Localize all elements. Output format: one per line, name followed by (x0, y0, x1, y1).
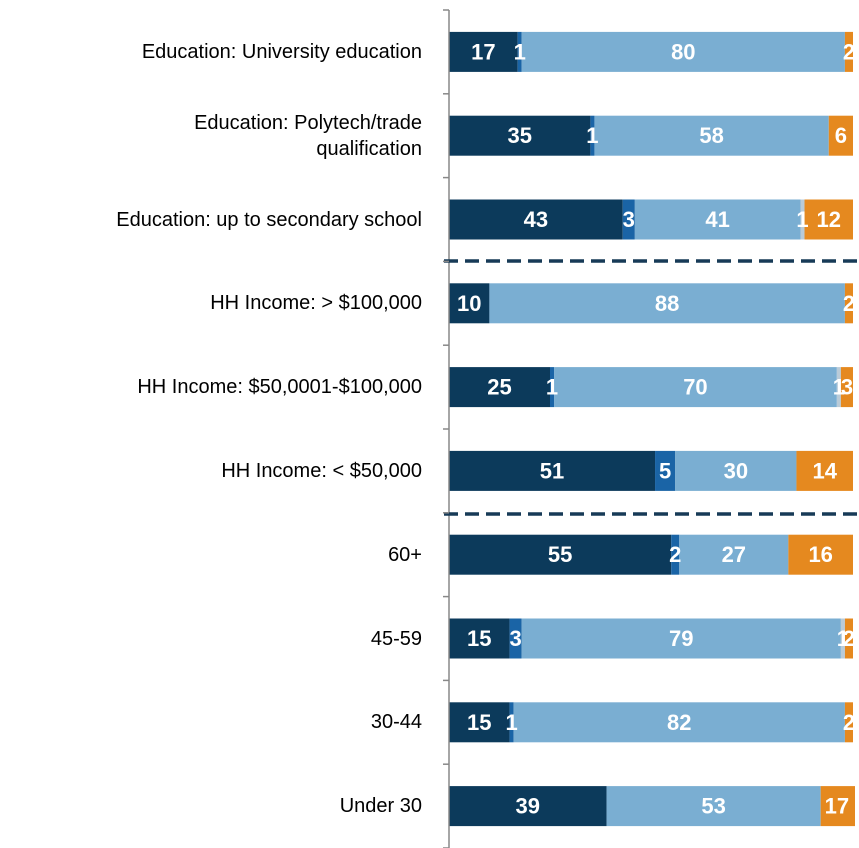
value-label: 3 (841, 375, 853, 400)
bar-segment (844, 31, 853, 72)
value-label: 5 (659, 458, 671, 483)
category-label: Under 30 (339, 795, 422, 818)
bar-segment (634, 199, 801, 240)
value-label: 16 (808, 542, 832, 567)
value-label: 3 (510, 626, 522, 651)
value-label: 1 (833, 375, 845, 400)
category-label: HH Income: > $100,000 (210, 292, 422, 315)
value-label: 2 (843, 710, 855, 735)
bar-segment (521, 618, 841, 659)
bar-segment (489, 283, 845, 324)
value-label: 58 (699, 123, 723, 148)
value-label: 12 (817, 207, 841, 232)
category-label: Education: University education (141, 40, 422, 63)
bar-segment (449, 534, 672, 575)
bar-segment (828, 115, 853, 156)
bar-segment (449, 283, 490, 324)
bar-segment (449, 450, 656, 491)
value-label: 53 (701, 794, 725, 819)
category-label: HH Income: $50,0001-$100,000 (137, 376, 422, 399)
value-label: 10 (457, 291, 481, 316)
value-label: 6 (835, 123, 847, 148)
value-label: 2 (843, 291, 855, 316)
bar-segment (622, 199, 635, 240)
bar-segment (840, 367, 853, 408)
value-label: 41 (705, 207, 729, 232)
bar-segment (836, 367, 841, 408)
value-label: 80 (671, 39, 695, 64)
category-label: 60+ (388, 543, 422, 566)
bar-segment (509, 702, 514, 743)
value-label: 55 (548, 542, 572, 567)
bar-segment (788, 534, 853, 575)
bar-segment (671, 534, 680, 575)
bar-segment (449, 367, 550, 408)
bar-segment (550, 367, 555, 408)
bar-segment (449, 786, 607, 827)
value-label: 1 (796, 207, 808, 232)
value-label: 2 (843, 39, 855, 64)
value-label: 17 (825, 794, 849, 819)
value-label: 15 (467, 626, 491, 651)
value-label: 51 (540, 458, 564, 483)
bar-segment (679, 534, 789, 575)
value-label: 30 (724, 458, 748, 483)
bar-segment (590, 115, 595, 156)
value-label: 1 (837, 626, 849, 651)
value-label: 70 (683, 375, 707, 400)
value-label: 3 (623, 207, 635, 232)
category-label: Education: Polytech/trade qualification (194, 111, 422, 160)
value-label: 2 (669, 542, 681, 567)
category-label: HH Income: < $50,000 (221, 459, 422, 482)
bar-segment (513, 702, 845, 743)
bar-segment (844, 618, 853, 659)
bar-segment (509, 618, 522, 659)
value-label: 15 (467, 710, 491, 735)
category-label: 30-44 (370, 711, 422, 734)
bar-segment (796, 450, 853, 491)
value-label: 1 (586, 123, 598, 148)
value-label: 2 (843, 626, 855, 651)
category-label: Education: up to secondary school (116, 208, 422, 231)
bar-segment (844, 702, 853, 743)
value-label: 1 (514, 39, 526, 64)
value-label: 17 (471, 39, 495, 64)
value-label: 39 (516, 794, 540, 819)
bar-segment (840, 618, 845, 659)
value-label: 27 (722, 542, 746, 567)
bar-segment (449, 115, 591, 156)
bar-segment (606, 786, 821, 827)
value-label: 25 (487, 375, 511, 400)
bar-segment (554, 367, 837, 408)
category-label: 45-59 (370, 627, 422, 650)
bar-segment (517, 31, 522, 72)
bar-segment (449, 31, 518, 72)
value-label: 79 (669, 626, 693, 651)
value-label: 43 (524, 207, 548, 232)
bar-segment (844, 283, 853, 324)
bar-segment (449, 702, 510, 743)
bar-segment (521, 31, 845, 72)
bar-segment (800, 199, 805, 240)
bar-segment (449, 199, 623, 240)
value-label: 14 (812, 458, 837, 483)
value-label: 35 (507, 123, 531, 148)
bar-segment (804, 199, 853, 240)
bar-segment (675, 450, 797, 491)
bar-segment (449, 618, 510, 659)
value-label: 1 (505, 710, 517, 735)
value-label: 82 (667, 710, 691, 735)
bar-segment (594, 115, 829, 156)
value-label: 88 (655, 291, 679, 316)
bar-segment (655, 450, 676, 491)
value-label: 1 (546, 375, 558, 400)
bar-segment (820, 786, 855, 827)
